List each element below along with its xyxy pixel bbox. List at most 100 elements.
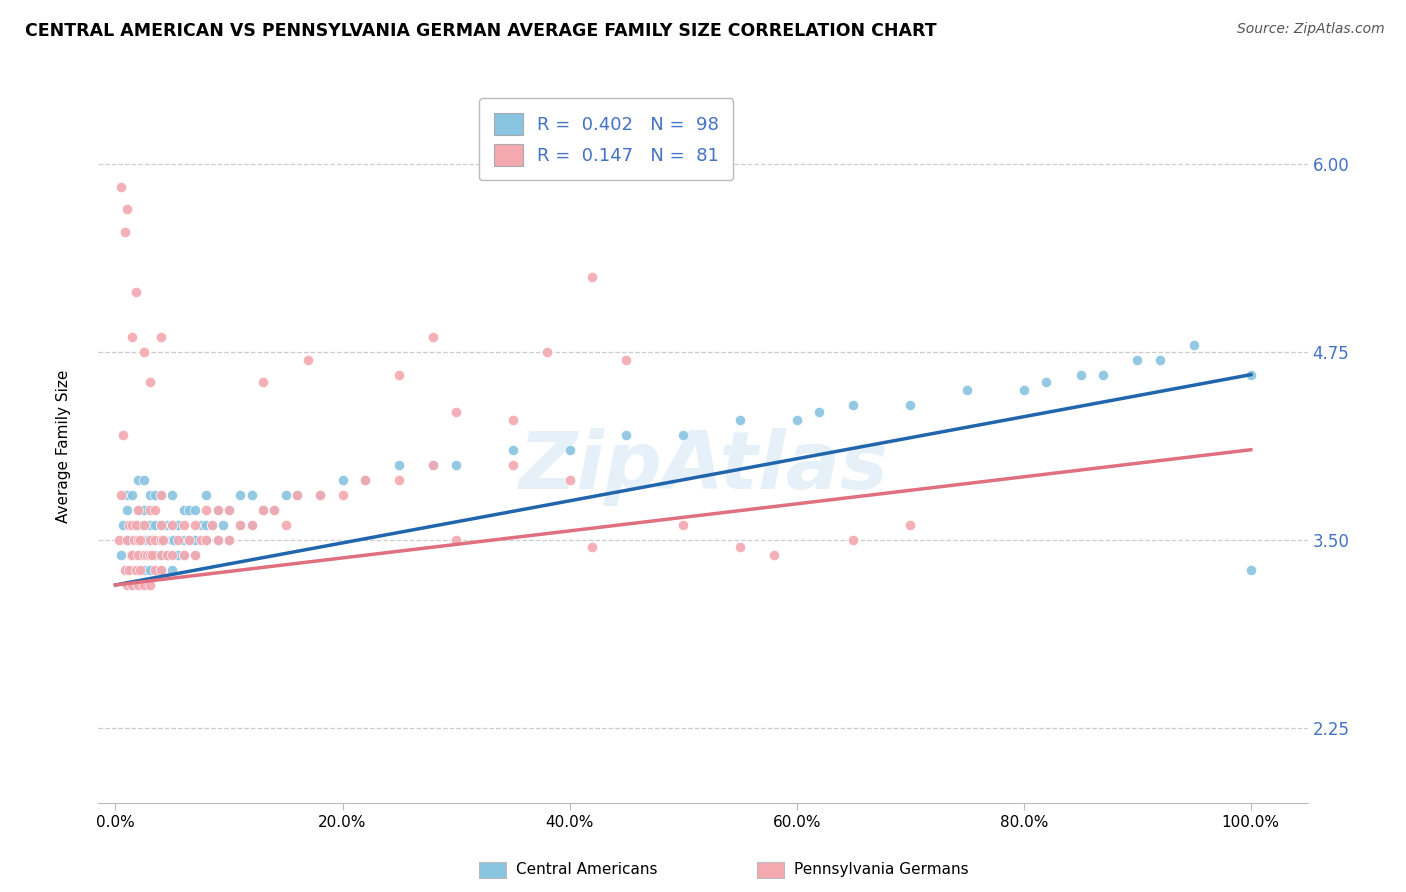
Point — [207, 503, 229, 517]
Point — [195, 488, 218, 502]
Text: Average Family Size: Average Family Size — [56, 369, 70, 523]
Point — [388, 473, 411, 487]
Point — [1240, 368, 1263, 382]
Point — [581, 270, 603, 285]
Point — [125, 563, 148, 577]
Point — [121, 517, 143, 532]
Point — [195, 533, 218, 547]
Point — [218, 533, 240, 547]
Point — [842, 533, 865, 547]
Point — [1092, 368, 1115, 382]
Point — [229, 488, 252, 502]
Point — [229, 517, 252, 532]
Point — [160, 533, 183, 547]
Point — [143, 563, 166, 577]
Point — [252, 503, 274, 517]
Text: Source: ZipAtlas.com: Source: ZipAtlas.com — [1237, 22, 1385, 37]
Point — [444, 405, 467, 419]
Point — [152, 533, 174, 547]
Point — [502, 413, 524, 427]
Point — [129, 563, 152, 577]
Point — [173, 548, 195, 562]
Point — [502, 442, 524, 457]
Point — [179, 503, 201, 517]
Point — [207, 503, 229, 517]
Point — [149, 330, 172, 344]
Point — [842, 398, 865, 412]
Point — [132, 473, 155, 487]
Point — [155, 548, 177, 562]
Point — [1240, 563, 1263, 577]
Point — [252, 503, 274, 517]
Point — [138, 533, 160, 547]
Point — [179, 533, 201, 547]
Point — [127, 533, 149, 547]
Point — [1035, 375, 1057, 389]
Point — [354, 473, 377, 487]
Point — [536, 345, 558, 359]
Point — [136, 548, 159, 562]
Point — [110, 179, 132, 194]
Point — [143, 533, 166, 547]
Point — [149, 488, 172, 502]
Point — [444, 533, 467, 547]
FancyBboxPatch shape — [479, 862, 506, 878]
Point — [184, 548, 207, 562]
Point — [388, 458, 411, 472]
Point — [672, 427, 695, 442]
Point — [112, 517, 135, 532]
Text: Central Americans: Central Americans — [516, 863, 657, 878]
Point — [422, 458, 444, 472]
Point — [195, 533, 218, 547]
Text: Pennsylvania Germans: Pennsylvania Germans — [793, 863, 969, 878]
Point — [422, 458, 444, 472]
Point — [127, 578, 149, 592]
Point — [160, 548, 183, 562]
Point — [132, 503, 155, 517]
Point — [141, 533, 163, 547]
Point — [112, 427, 135, 442]
Point — [160, 517, 183, 532]
Point — [212, 517, 235, 532]
Point — [143, 548, 166, 562]
Point — [207, 533, 229, 547]
Point — [240, 488, 263, 502]
Point — [163, 533, 186, 547]
Point — [136, 533, 159, 547]
Point — [388, 368, 411, 382]
Point — [308, 488, 330, 502]
Point — [672, 517, 695, 532]
Point — [308, 488, 330, 502]
Point — [132, 517, 155, 532]
Point — [155, 548, 177, 562]
Point — [1149, 352, 1171, 367]
Point — [190, 533, 212, 547]
Point — [121, 517, 143, 532]
Point — [114, 225, 136, 239]
Point — [127, 503, 149, 517]
Point — [173, 548, 195, 562]
Point — [558, 442, 581, 457]
Point — [129, 548, 152, 562]
Point — [127, 517, 149, 532]
Point — [179, 533, 201, 547]
Point — [614, 352, 637, 367]
Point — [138, 503, 160, 517]
Text: CENTRAL AMERICAN VS PENNSYLVANIA GERMAN AVERAGE FAMILY SIZE CORRELATION CHART: CENTRAL AMERICAN VS PENNSYLVANIA GERMAN … — [25, 22, 936, 40]
Point — [138, 488, 160, 502]
Point — [110, 548, 132, 562]
Point — [143, 517, 166, 532]
Point — [502, 458, 524, 472]
Point — [132, 563, 155, 577]
Point — [132, 578, 155, 592]
Point — [285, 488, 308, 502]
Point — [184, 533, 207, 547]
Legend: R =  0.402   N =  98, R =  0.147   N =  81: R = 0.402 N = 98, R = 0.147 N = 81 — [479, 98, 734, 180]
Point — [160, 563, 183, 577]
Point — [121, 488, 143, 502]
Point — [115, 488, 138, 502]
Point — [114, 563, 136, 577]
FancyBboxPatch shape — [758, 862, 785, 878]
Point — [115, 533, 138, 547]
Point — [444, 458, 467, 472]
